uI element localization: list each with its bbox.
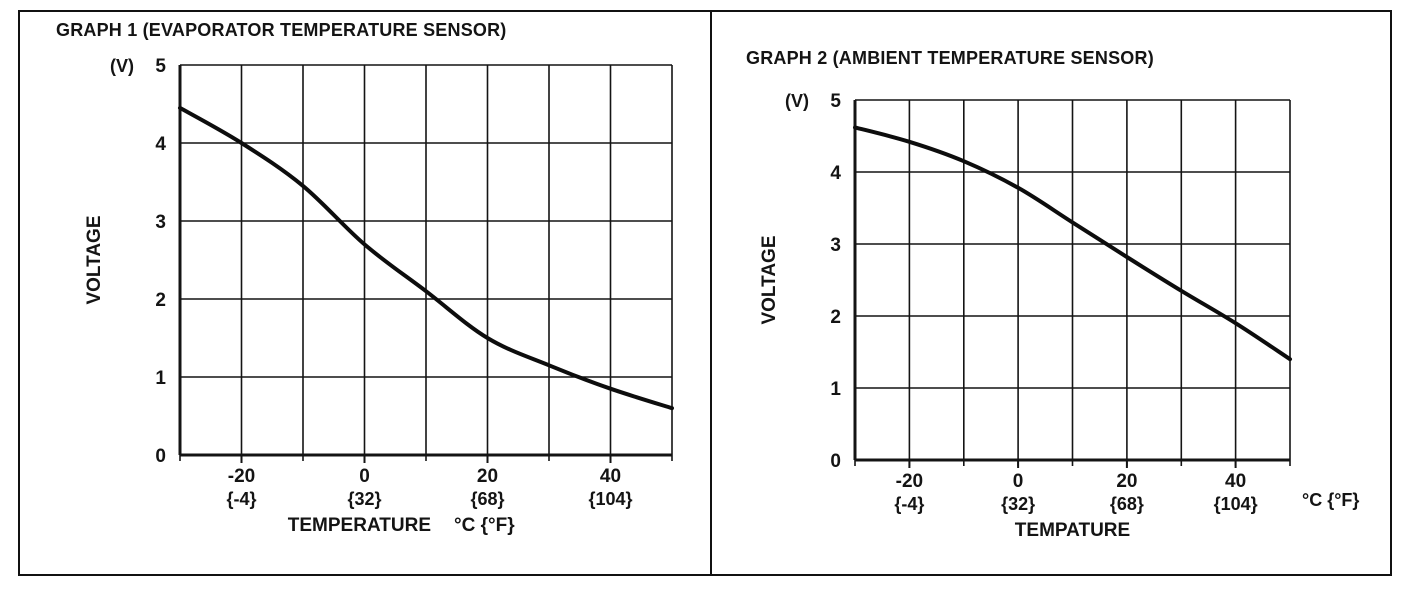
x-axis-unit: °C {°F} bbox=[454, 515, 515, 536]
x-tick-label-celsius: 20 bbox=[477, 466, 498, 487]
x-tick-label-fahrenheit: {68} bbox=[1110, 494, 1144, 514]
y-tick-label: 2 bbox=[830, 307, 841, 328]
y-axis-unit: (V) bbox=[110, 56, 134, 76]
x-tick-label-celsius: 20 bbox=[1116, 471, 1137, 492]
x-tick-label-fahrenheit: {32} bbox=[347, 489, 381, 509]
chart-title-graph2: GRAPH 2 (AMBIENT TEMPERATURE SENSOR) bbox=[746, 48, 1154, 68]
x-tick-label-celsius: -20 bbox=[228, 466, 255, 487]
y-tick-label: 1 bbox=[830, 379, 841, 400]
x-axis-unit: °C {°F} bbox=[1302, 490, 1359, 510]
x-tick-label-fahrenheit: {104} bbox=[588, 489, 632, 509]
x-tick-label-celsius: 40 bbox=[1225, 471, 1246, 492]
panel-evaporator-sensor: GRAPH 1 (EVAPORATOR TEMPERATURE SENSOR) … bbox=[20, 12, 712, 574]
y-tick-label: 1 bbox=[155, 368, 166, 389]
chart-labels: -20{-4}0{32}20{68}40{104}012345(V)VOLTAG… bbox=[759, 91, 1359, 541]
chart-title-graph1: GRAPH 1 (EVAPORATOR TEMPERATURE SENSOR) bbox=[56, 20, 507, 40]
sensor-voltage-curve bbox=[853, 125, 1292, 362]
panel-ambient-sensor: GRAPH 2 (AMBIENT TEMPERATURE SENSOR) -20… bbox=[712, 12, 1390, 574]
x-tick-label-fahrenheit: {32} bbox=[1001, 494, 1035, 514]
x-tick-label-celsius: -20 bbox=[896, 471, 923, 492]
y-axis-unit: (V) bbox=[785, 91, 809, 111]
x-tick-label-fahrenheit: {-4} bbox=[894, 494, 924, 514]
y-tick-label: 5 bbox=[155, 56, 166, 77]
y-tick-label: 3 bbox=[830, 235, 841, 256]
y-tick-label: 4 bbox=[155, 134, 166, 155]
charts-frame: GRAPH 1 (EVAPORATOR TEMPERATURE SENSOR) … bbox=[18, 10, 1392, 576]
ambient-temperature-chart: -20{-4}0{32}20{68}40{104}012345(V)VOLTAG… bbox=[759, 91, 1359, 541]
y-axis-label: VOLTAGE bbox=[759, 235, 780, 324]
y-tick-label: 0 bbox=[155, 446, 166, 467]
x-tick-label-fahrenheit: {104} bbox=[1214, 494, 1258, 514]
x-tick-label-celsius: 0 bbox=[1013, 471, 1024, 492]
y-tick-label: 0 bbox=[830, 451, 841, 472]
chart-grid bbox=[178, 64, 673, 461]
sensor-voltage-curve bbox=[178, 105, 674, 411]
evaporator-temperature-chart: -20{-4}0{32}20{68}40{104}012345(V)VOLTAG… bbox=[84, 56, 674, 536]
x-tick-label-fahrenheit: {68} bbox=[470, 489, 504, 509]
x-tick-label-celsius: 40 bbox=[600, 466, 621, 487]
y-tick-label: 3 bbox=[155, 212, 166, 233]
x-axis-label: TEMPERATURE bbox=[288, 515, 431, 536]
x-tick-label-fahrenheit: {-4} bbox=[226, 489, 256, 509]
y-axis-label: VOLTAGE bbox=[84, 215, 105, 304]
x-axis-label: TEMPATURE bbox=[1015, 520, 1130, 541]
x-tick-label-celsius: 0 bbox=[359, 466, 370, 487]
chart-grid bbox=[853, 99, 1291, 466]
y-tick-label: 5 bbox=[830, 91, 841, 112]
y-tick-label: 4 bbox=[830, 163, 841, 184]
y-tick-label: 2 bbox=[155, 290, 166, 311]
chart-labels: -20{-4}0{32}20{68}40{104}012345(V)VOLTAG… bbox=[84, 56, 633, 536]
